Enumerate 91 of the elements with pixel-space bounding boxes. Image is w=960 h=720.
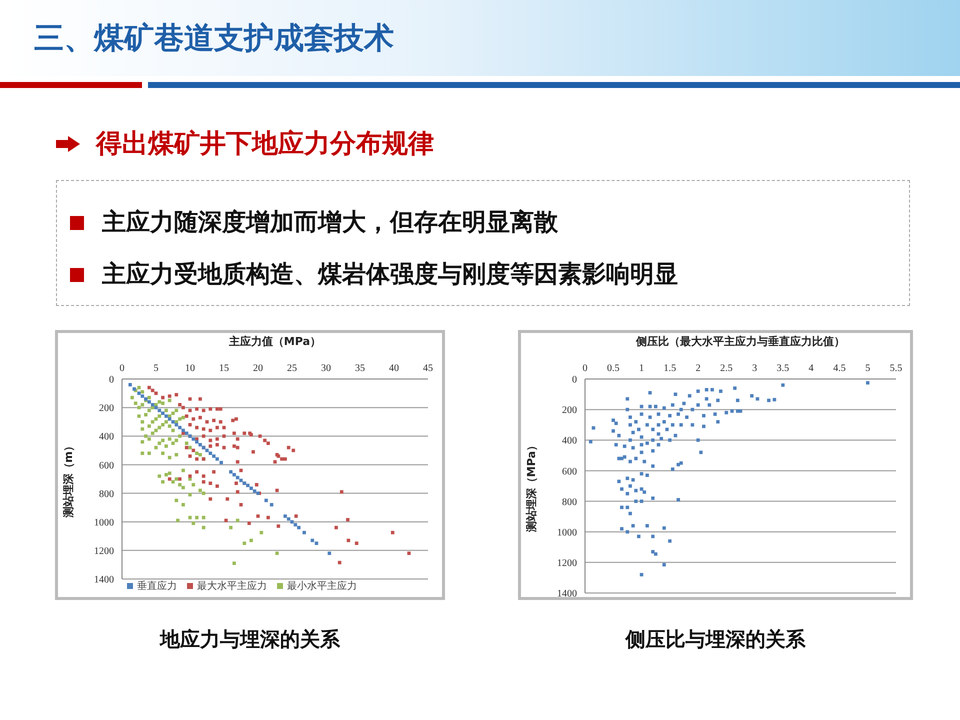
point — [205, 448, 209, 452]
y-tick-label: 200 — [562, 405, 577, 416]
point — [198, 443, 202, 446]
x-tick-label: 3 — [752, 363, 758, 374]
text: 主应力受地质构造、煤岩体强度与刚度等因素影响明显 — [102, 259, 678, 290]
y-axis-title: 测站埋深（m） — [62, 440, 75, 519]
y-tick-label: 1000 — [557, 527, 577, 538]
y-tick-label: 1200 — [94, 546, 114, 557]
point — [270, 503, 274, 506]
point — [192, 437, 196, 441]
x-tick-label: 25 — [287, 363, 297, 374]
point — [264, 498, 268, 502]
text: 得出煤矿井下地应力分布规律 — [96, 128, 434, 161]
y-tick-label: 800 — [562, 496, 577, 508]
point — [168, 417, 172, 421]
x-tick-label: 5 — [865, 363, 870, 374]
x-tick-label: 35 — [355, 363, 365, 374]
point — [150, 403, 154, 406]
x-tick-label: 1 — [639, 363, 644, 374]
x-axis-title: 主应力值（MPa） — [228, 335, 322, 348]
point — [294, 523, 298, 526]
point — [236, 476, 240, 480]
point — [246, 484, 250, 488]
point — [314, 542, 318, 545]
point — [302, 530, 306, 534]
point — [286, 517, 290, 521]
point — [250, 486, 253, 490]
y-tick-label: 1400 — [557, 588, 577, 600]
point — [216, 457, 219, 461]
y-tick-label: 0 — [109, 374, 114, 386]
point — [182, 428, 185, 432]
point — [174, 423, 178, 426]
point — [158, 408, 162, 412]
x-tick-label: 5 — [154, 363, 158, 374]
point — [290, 520, 294, 524]
y-tick-label: 1200 — [557, 558, 577, 569]
x-tick-label: 4 — [808, 363, 814, 374]
x-tick-label: 0 — [120, 363, 124, 374]
point — [195, 440, 198, 444]
point — [252, 489, 256, 493]
point — [229, 470, 232, 474]
legend-label: 最小水平主应力 — [287, 581, 357, 592]
text: 侧压比与埋深的关系 — [624, 626, 806, 653]
y-tick-label: 0 — [572, 374, 577, 386]
y-tick-label: 600 — [562, 466, 577, 478]
legend-label: 最大水平主应力 — [197, 581, 267, 592]
legend-label: 垂直应力 — [137, 581, 177, 592]
x-tick-label: 5.5 — [890, 363, 902, 374]
x-tick-label: 1.5 — [664, 363, 676, 374]
y-tick-label: 400 — [562, 436, 577, 447]
x-tick-label: 10 — [185, 363, 195, 374]
x-tick-label: 3.5 — [776, 363, 790, 374]
text: 主应力随深度增加而增大，但存在明显离散 — [102, 207, 558, 238]
point — [310, 538, 314, 542]
x-tick-label: 40 — [389, 363, 399, 374]
point — [128, 383, 132, 386]
point — [171, 420, 175, 424]
x-tick-label: 4.5 — [833, 363, 846, 374]
text: 地应力与埋深的关系 — [158, 626, 341, 653]
x-tick-label: 0.5 — [607, 363, 620, 374]
y-tick-label: 800 — [99, 488, 114, 500]
point — [208, 452, 212, 455]
point — [148, 400, 151, 404]
y-tick-label: 600 — [99, 460, 114, 472]
point — [239, 478, 243, 482]
point — [178, 426, 182, 430]
point — [297, 526, 300, 530]
y-tick-label: 1000 — [94, 517, 114, 528]
point — [328, 552, 332, 555]
x-tick-label: 15 — [219, 363, 229, 374]
y-tick-label: 200 — [99, 403, 114, 414]
text: 三、煤矿巷道支护成套技术 — [34, 20, 394, 58]
point — [184, 432, 188, 435]
x-tick-label: 30 — [321, 363, 331, 374]
x-tick-label: 20 — [253, 363, 263, 374]
x-tick-label: 2 — [696, 363, 701, 374]
point — [154, 406, 158, 410]
x-axis-title: 侧压比（最大水平主应力与垂直应力比值） — [635, 335, 845, 348]
x-tick-label: 0 — [582, 363, 588, 374]
point — [212, 454, 216, 458]
x-tick-label: 2.5 — [720, 363, 733, 374]
point — [140, 394, 144, 398]
point — [284, 514, 287, 518]
y-axis-title: 测站埋深（MPa） — [524, 440, 538, 534]
y-tick-label: 1400 — [94, 574, 114, 586]
x-tick-label: 45 — [423, 363, 433, 374]
y-tick-label: 400 — [99, 432, 114, 443]
point — [232, 473, 236, 476]
point — [220, 460, 223, 464]
point — [137, 392, 141, 395]
point — [164, 414, 168, 418]
